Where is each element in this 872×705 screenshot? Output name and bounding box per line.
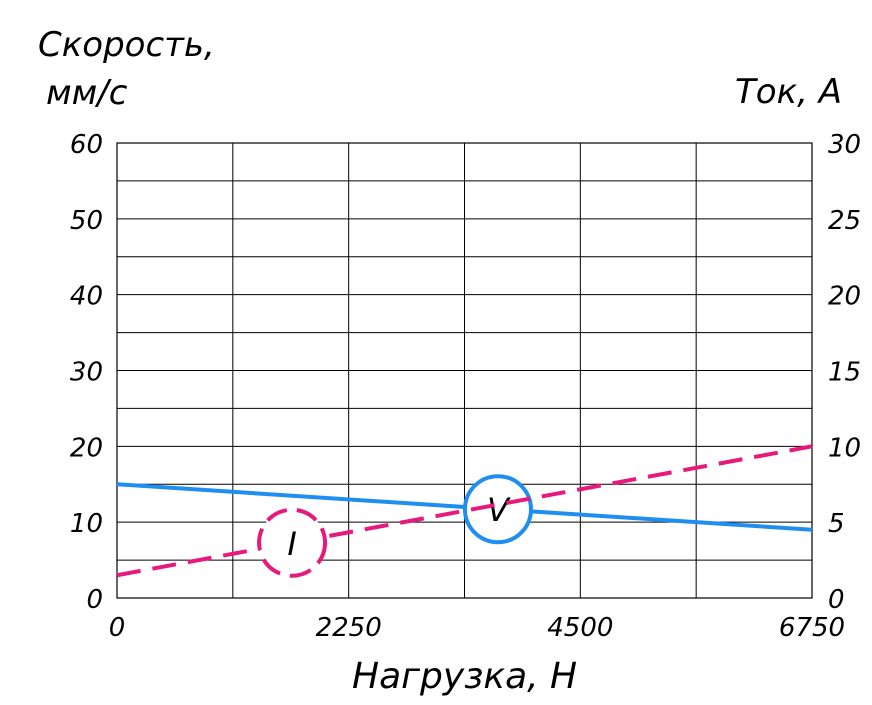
y-left-tick-label: 0 [86, 585, 103, 615]
y-right-tick-label: 10 [828, 433, 861, 463]
ticks: 0 10 20 30 40 50 60 0 5 10 15 20 25 30 0 2250 4500 6750 [70, 130, 861, 643]
y-right-tick-label: 25 [828, 206, 861, 236]
x-tick-label: 4500 [547, 613, 613, 643]
y-left-tick-label: 50 [70, 206, 103, 236]
grid [117, 143, 812, 598]
plot-frame [116, 142, 813, 599]
y-right-tick-label: 20 [828, 282, 861, 312]
y-left-tick-label: 40 [70, 282, 103, 312]
y-right-tick-label: 15 [828, 358, 861, 388]
y-right-tick-label: 5 [828, 509, 845, 539]
series-marker-i [257, 507, 328, 578]
series-marker-v [462, 474, 533, 545]
y-left-axis-label-line2: мм/с [46, 73, 128, 113]
y-left-tick-label: 30 [70, 358, 103, 388]
y-right-axis-label: Ток, А [735, 72, 842, 112]
x-tick-label: 0 [109, 613, 126, 643]
series: VI [116, 444, 813, 578]
y-left-axis-label-line1: Скорость, [38, 25, 215, 65]
series-line-i [116, 444, 813, 578]
x-tick-label: 2250 [316, 613, 382, 643]
y-left-tick-label: 20 [70, 433, 103, 463]
y-right-tick-label: 0 [828, 585, 845, 615]
series-marker-label-v: V [487, 491, 511, 529]
series-marker-label-i: I [287, 525, 296, 563]
y-left-tick-label: 10 [70, 509, 103, 539]
x-axis-label: Нагрузка, Н [352, 656, 577, 697]
y-left-tick-label: 60 [70, 130, 103, 160]
y-right-tick-label: 30 [828, 130, 861, 160]
x-tick-label: 6750 [779, 613, 845, 643]
